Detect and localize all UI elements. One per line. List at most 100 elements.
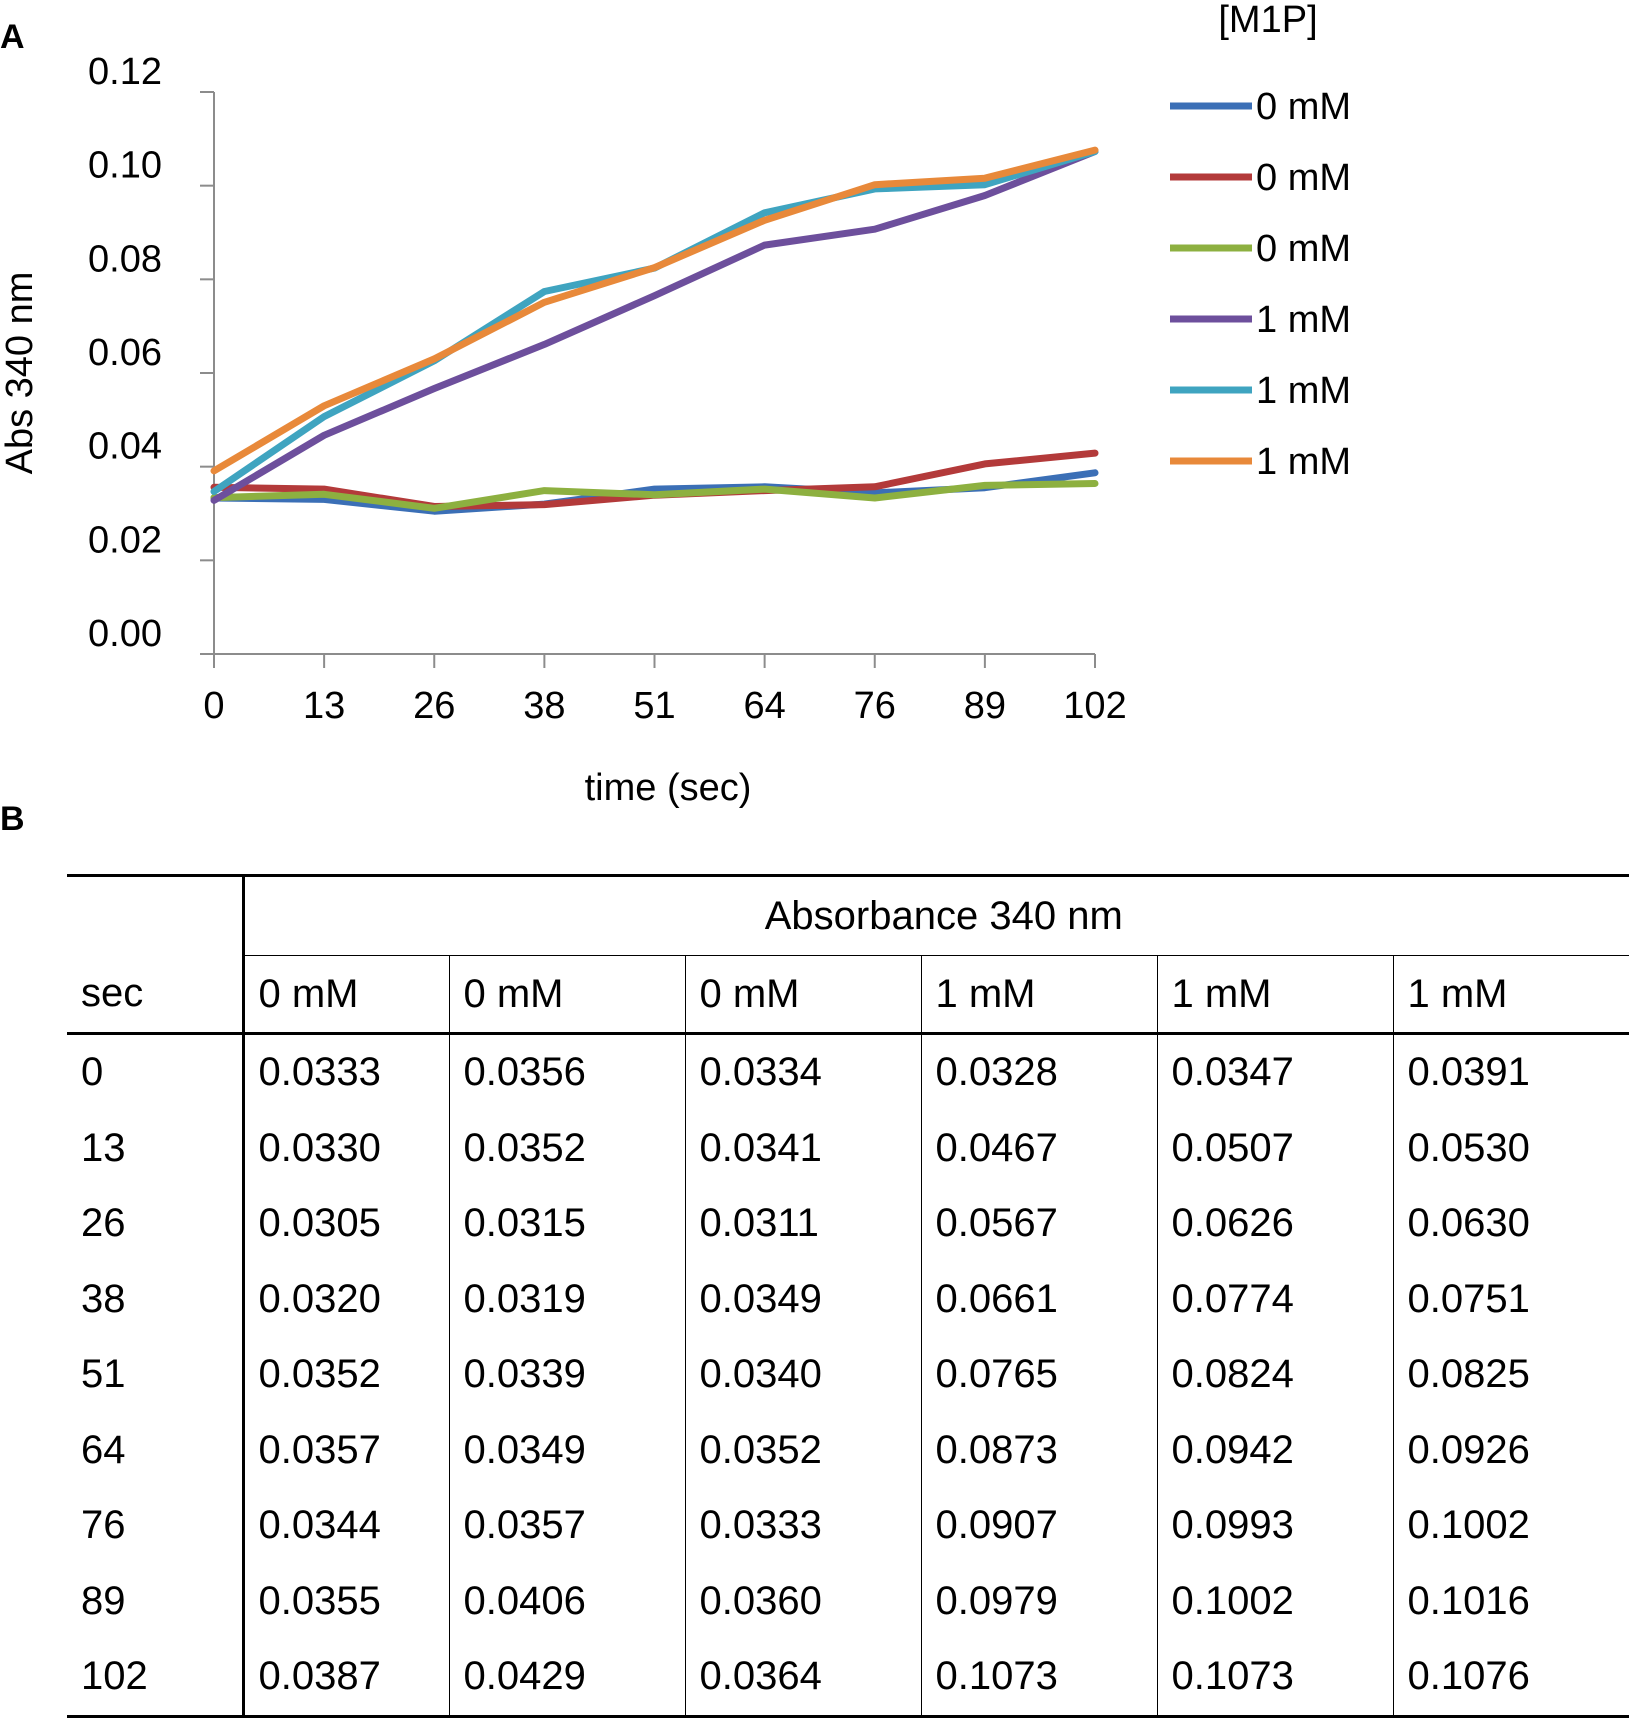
table-cell-value: 0.1002	[1156, 1563, 1393, 1639]
table-cell-value: 0.0333	[241, 1033, 449, 1111]
table-cell-value: 0.0340	[684, 1337, 921, 1413]
table-cell-value: 0.0330	[241, 1110, 449, 1186]
table-row: 13 0.0330 0.0352 0.0341 0.0467 0.0507 0.0530	[67, 1110, 1629, 1186]
table-cell-value: 0.0341	[684, 1110, 921, 1186]
table-cell-time: 26	[81, 1201, 126, 1246]
table-column-header: 0 mM	[448, 955, 685, 1035]
legend-label: 0 mM	[1256, 86, 1351, 128]
table-row: 76 0.0344 0.0357 0.0333 0.0907 0.0993 0.1002	[67, 1488, 1629, 1564]
table-cell-value: 0.0429	[448, 1639, 685, 1718]
table-cell-value: 0.0364	[684, 1639, 921, 1718]
legend-label: 1 mM	[1256, 441, 1351, 483]
table-cell-value: 0.0567	[920, 1186, 1157, 1262]
table-cell-value: 0.1002	[1392, 1488, 1629, 1564]
x-tick-label: 89	[964, 685, 1006, 727]
x-tick-label: 0	[203, 685, 224, 727]
table-cell-value: 0.0387	[241, 1639, 449, 1718]
table-row: 102 0.0387 0.0429 0.0364 0.1073 0.1073 0.1076	[67, 1639, 1629, 1718]
legend-title: [M1P]	[1218, 0, 1317, 41]
table-column-header: 0 mM	[684, 955, 921, 1035]
legend-label: 0 mM	[1256, 228, 1351, 270]
table-cell-time: 0	[81, 1050, 104, 1095]
table-cell-value: 0.0349	[448, 1412, 685, 1488]
table-cell-value: 0.0873	[920, 1412, 1157, 1488]
table-cell-time: 38	[81, 1276, 126, 1321]
table-cell-value: 0.0334	[684, 1033, 921, 1111]
table-column-header: 0 mM	[241, 955, 449, 1035]
table-cell-value: 0.0333	[684, 1488, 921, 1564]
x-tick-label: 76	[854, 685, 896, 727]
table-cell-time: 64	[81, 1427, 126, 1472]
series-line	[210, 148, 1099, 504]
table-cell-value: 0.0765	[920, 1337, 1157, 1413]
table-cell-value: 0.0630	[1392, 1186, 1629, 1262]
table-cell-value: 0.0344	[241, 1488, 449, 1564]
table-cell-value: 0.1073	[920, 1639, 1157, 1718]
table-cell-value: 0.1016	[1392, 1563, 1629, 1639]
table-cell-time: 76	[81, 1503, 126, 1548]
table-cell-value: 0.0347	[1156, 1033, 1393, 1111]
y-tick-label: 0.06	[88, 332, 162, 374]
table-cell-value: 0.0942	[1156, 1412, 1393, 1488]
legend-label: 1 mM	[1256, 299, 1351, 341]
y-tick-label: 0.00	[88, 613, 162, 655]
table-cell-value: 0.0507	[1156, 1110, 1393, 1186]
table-cell-value: 0.1073	[1156, 1639, 1393, 1718]
table-cell-value: 0.0907	[920, 1488, 1157, 1564]
legend-label: 1 mM	[1256, 370, 1351, 412]
table-column-header: 1 mM	[920, 955, 1157, 1035]
x-tick-label: 26	[413, 685, 455, 727]
y-tick-label: 0.10	[88, 145, 162, 187]
table-corner	[67, 874, 243, 956]
x-axis-title: time (sec)	[585, 767, 752, 809]
table-cell-value: 0.0661	[920, 1261, 1157, 1337]
table-cell-value: 0.0352	[241, 1337, 449, 1413]
table-cell-value: 0.0315	[448, 1186, 685, 1262]
panel-label-a: A	[0, 18, 25, 56]
table-cell-time: 102	[67, 1639, 243, 1718]
table-column-header: 1 mM	[1156, 955, 1393, 1035]
table-cell-value: 0.1076	[1392, 1639, 1629, 1718]
table-cell-value: 0.0352	[684, 1412, 921, 1488]
y-axis-title: Abs 340 nm	[0, 272, 41, 475]
table-cell-value: 0.0530	[1392, 1110, 1629, 1186]
table-row: 51 0.0352 0.0339 0.0340 0.0765 0.0824 0.0825	[67, 1337, 1629, 1413]
table-cell-value: 0.0993	[1156, 1488, 1393, 1564]
table-cell-value: 0.0349	[684, 1261, 921, 1337]
y-tick-label: 0.12	[88, 51, 162, 93]
table-row-header: sec	[67, 955, 243, 1035]
table-cell-value: 0.0926	[1392, 1412, 1629, 1488]
table-cell-value: 0.0357	[241, 1412, 449, 1488]
table-cell-value: 0.0391	[1392, 1033, 1629, 1111]
y-tick-label: 0.08	[88, 238, 162, 280]
y-tick-label: 0.04	[88, 426, 162, 468]
table-cell-value: 0.0406	[448, 1563, 685, 1639]
panel-label-b: B	[0, 800, 25, 838]
table-cell-value: 0.0626	[1156, 1186, 1393, 1262]
table-cell-value: 0.0355	[241, 1563, 449, 1639]
x-tick-label: 64	[743, 685, 785, 727]
table-cell-value: 0.0360	[684, 1563, 921, 1639]
table-cell-value: 0.0356	[448, 1033, 685, 1111]
x-tick-label: 13	[303, 685, 345, 727]
series-line	[210, 480, 1099, 512]
legend-label: 0 mM	[1256, 157, 1351, 199]
x-tick-label: 51	[633, 685, 675, 727]
table-cell-value: 0.0352	[448, 1110, 685, 1186]
table-cell-value: 0.0357	[448, 1488, 685, 1564]
line-chart: 0.00 0.02 0.04 0.06 0.08 0.10 0.12 0 13 26 38 51 64 7…	[0, 0, 1351, 809]
table-cell-time: 51	[81, 1352, 126, 1397]
table-column-header: 1 mM	[1392, 955, 1629, 1035]
table-group-header: Absorbance 340 nm	[241, 874, 1629, 956]
table-cell-time: 13	[81, 1125, 126, 1170]
table-cell-value: 0.0774	[1156, 1261, 1393, 1337]
x-tick-label: 102	[1063, 685, 1126, 727]
table-row: 38 0.0320 0.0319 0.0349 0.0661 0.0774 0.0751	[67, 1261, 1629, 1337]
table-cell-value: 0.0311	[684, 1186, 921, 1262]
table-cell-value: 0.0319	[448, 1261, 685, 1337]
table-cell-time: 89	[81, 1578, 126, 1623]
table-cell-value: 0.0305	[241, 1186, 449, 1262]
table-cell-value: 0.0328	[920, 1033, 1157, 1111]
table-row: 89 0.0355 0.0406 0.0360 0.0979 0.1002 0.1016	[67, 1563, 1629, 1639]
table-row: 26 0.0305 0.0315 0.0311 0.0567 0.0626 0.0630	[67, 1186, 1629, 1262]
